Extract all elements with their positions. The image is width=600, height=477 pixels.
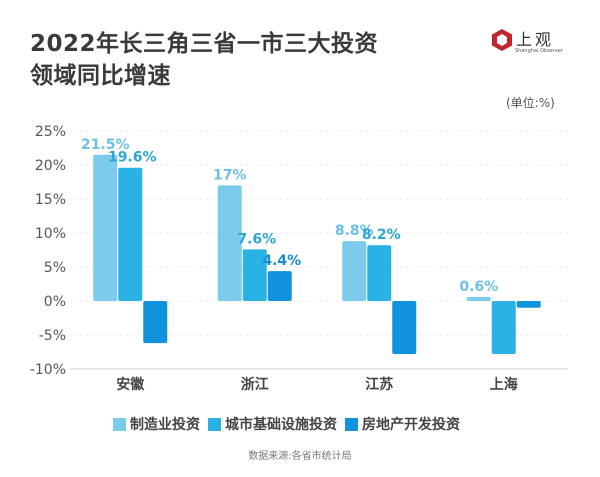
bar [342,241,367,301]
bar [392,301,417,355]
y-tick-label: 15% [35,192,66,208]
bar [267,271,292,301]
x-tick-label: 浙江 [241,376,269,393]
bar [516,301,541,308]
bar [118,167,143,301]
legend-label: 制造业投资 [130,417,200,433]
data-label: 4.4% [262,253,301,269]
y-tick-label: -5% [39,328,66,344]
unit-label: (单位:%) [506,96,555,110]
bar [217,185,242,301]
legend-item: 房地产开发投资 [345,414,460,434]
x-tick-label: 安徽 [116,376,145,393]
y-tick-label: -10% [30,362,66,378]
x-axis-labels: 安徽 浙江 江苏 上海 [116,376,518,393]
logo-hexagon-icon [492,29,512,51]
bars [93,154,541,355]
bar-chart: 25% 20% 15% 10% 5% 0% -5% -10% 21.5%19.6% 17% 7.6… [30,124,568,393]
x-tick-label: 上海 [490,376,518,393]
legend-label: 房地产开发投资 [362,417,460,433]
y-tick-label: 25% [35,124,66,140]
legend: 制造业投资 城市基础设施投资 房地产开发投资 [113,414,460,434]
data-label: 0.6% [459,279,498,295]
logo-text: 上观 [516,30,555,49]
data-label: 21.5% [81,137,130,153]
bar [491,301,516,355]
data-labels: 21.5%19.6% 17% 7.6% 4.4% 8.8%8.2% 0.6% [81,137,498,295]
y-axis-ticks: 25% 20% 15% 10% 5% 0% -5% -10% [30,124,66,378]
bar [367,245,392,301]
data-label: 8.8% [335,223,374,239]
legend-label: 城市基础设施投资 [225,417,337,433]
logo-subtext: Shanghai Observer [515,48,563,54]
y-tick-label: 5% [44,260,66,276]
data-label: 19.6% [108,150,157,166]
legend-swatch [208,417,221,431]
title-line-1: 2022年长三角三省一市三大投资 [30,31,379,57]
legend-item: 城市基础设施投资 [208,414,337,434]
data-label: 17% [213,167,247,183]
y-tick-label: 0% [44,294,66,310]
data-label: 7.6% [237,231,276,247]
legend-swatch [345,417,358,431]
y-tick-label: 10% [35,226,66,242]
bar [93,154,118,301]
data-label: 8.2% [362,227,401,243]
x-tick-label: 江苏 [365,376,393,393]
shanghai-observer-logo: 上观 Shanghai Observer [490,26,590,62]
bar [143,301,168,344]
source-note: 数据来源:各省市统计局 [248,451,352,462]
bar [242,249,267,301]
bar [466,296,491,301]
y-tick-label: 20% [35,158,66,174]
chart-title: 2022年长三角三省一市三大投资 领域同比增速 [30,28,378,92]
legend-item: 制造业投资 [113,414,200,434]
title-line-2: 领域同比增速 [30,63,171,89]
legend-swatch [113,417,126,431]
